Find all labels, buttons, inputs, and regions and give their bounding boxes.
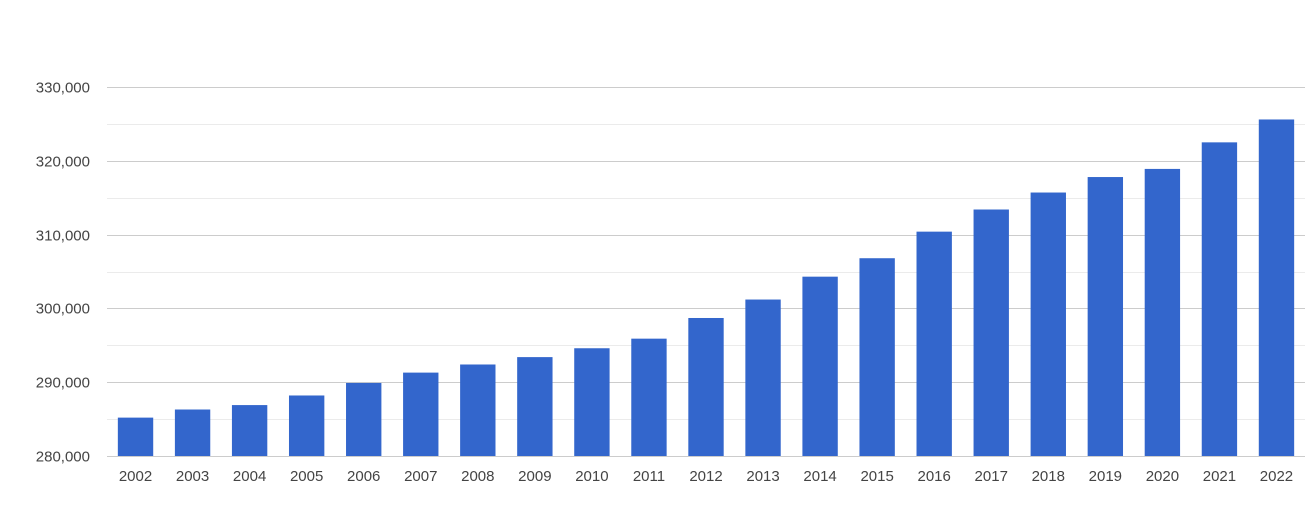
x-tick-label: 2012 [689,468,722,485]
y-tick-label: 310,000 [36,228,90,245]
bar-2005 [288,395,325,456]
bar-2006 [346,382,382,456]
bar-2007 [403,372,439,456]
x-tick-label: 2003 [176,468,209,485]
x-tick-label: 2002 [119,468,152,485]
x-tick-label: 2006 [347,468,380,485]
x-tick-label: 2014 [803,468,836,485]
x-axis: 2002 2003 2004 2005 2006 2007 2008 2009 2010 2011… [119,468,1293,485]
x-tick-label: 2016 [918,468,951,485]
x-tick-label: 2009 [518,468,551,485]
bar-2019 [1087,177,1124,457]
x-tick-label: 2008 [461,468,494,485]
x-tick-label: 2007 [404,468,437,485]
x-tick-label: 2018 [1032,468,1065,485]
bar-2010 [574,348,610,456]
x-tick-label: 2005 [290,468,323,485]
bar-2014 [802,276,838,456]
bar-2004 [231,405,268,456]
y-axis: 280,000 290,000 300,000 310,000 320,000 330,0… [36,80,90,466]
bar-2013 [745,299,781,456]
bar-2020 [1144,168,1181,457]
x-tick-label: 2017 [975,468,1008,485]
bar-2015 [859,258,895,456]
bars [117,119,1295,457]
bar-2009 [517,357,553,456]
bar-2016 [916,231,952,456]
x-tick-label: 2011 [633,468,665,485]
bar-2002 [117,417,154,456]
bar-2012 [688,317,724,456]
y-tick-label: 330,000 [36,80,90,97]
y-tick-label: 280,000 [36,449,90,466]
x-tick-label: 2019 [1089,468,1122,485]
bar-2003 [174,409,211,456]
x-tick-label: 2022 [1260,468,1293,485]
x-tick-label: 2015 [860,468,893,485]
y-tick-label: 290,000 [36,375,90,392]
x-tick-label: 2004 [233,468,266,485]
x-tick-label: 2021 [1203,468,1236,485]
y-tick-label: 320,000 [36,154,90,171]
x-tick-label: 2013 [746,468,779,485]
bar-2021 [1201,142,1238,456]
grid-layer [107,87,1305,457]
x-tick-label: 2010 [575,468,608,485]
bar-2011 [631,338,667,456]
bar-2008 [460,364,496,456]
bar-2022 [1258,119,1295,456]
bar-2017 [973,209,1009,456]
x-tick-label: 2020 [1146,468,1179,485]
y-tick-label: 300,000 [36,301,90,318]
bar-2018 [1030,192,1066,456]
